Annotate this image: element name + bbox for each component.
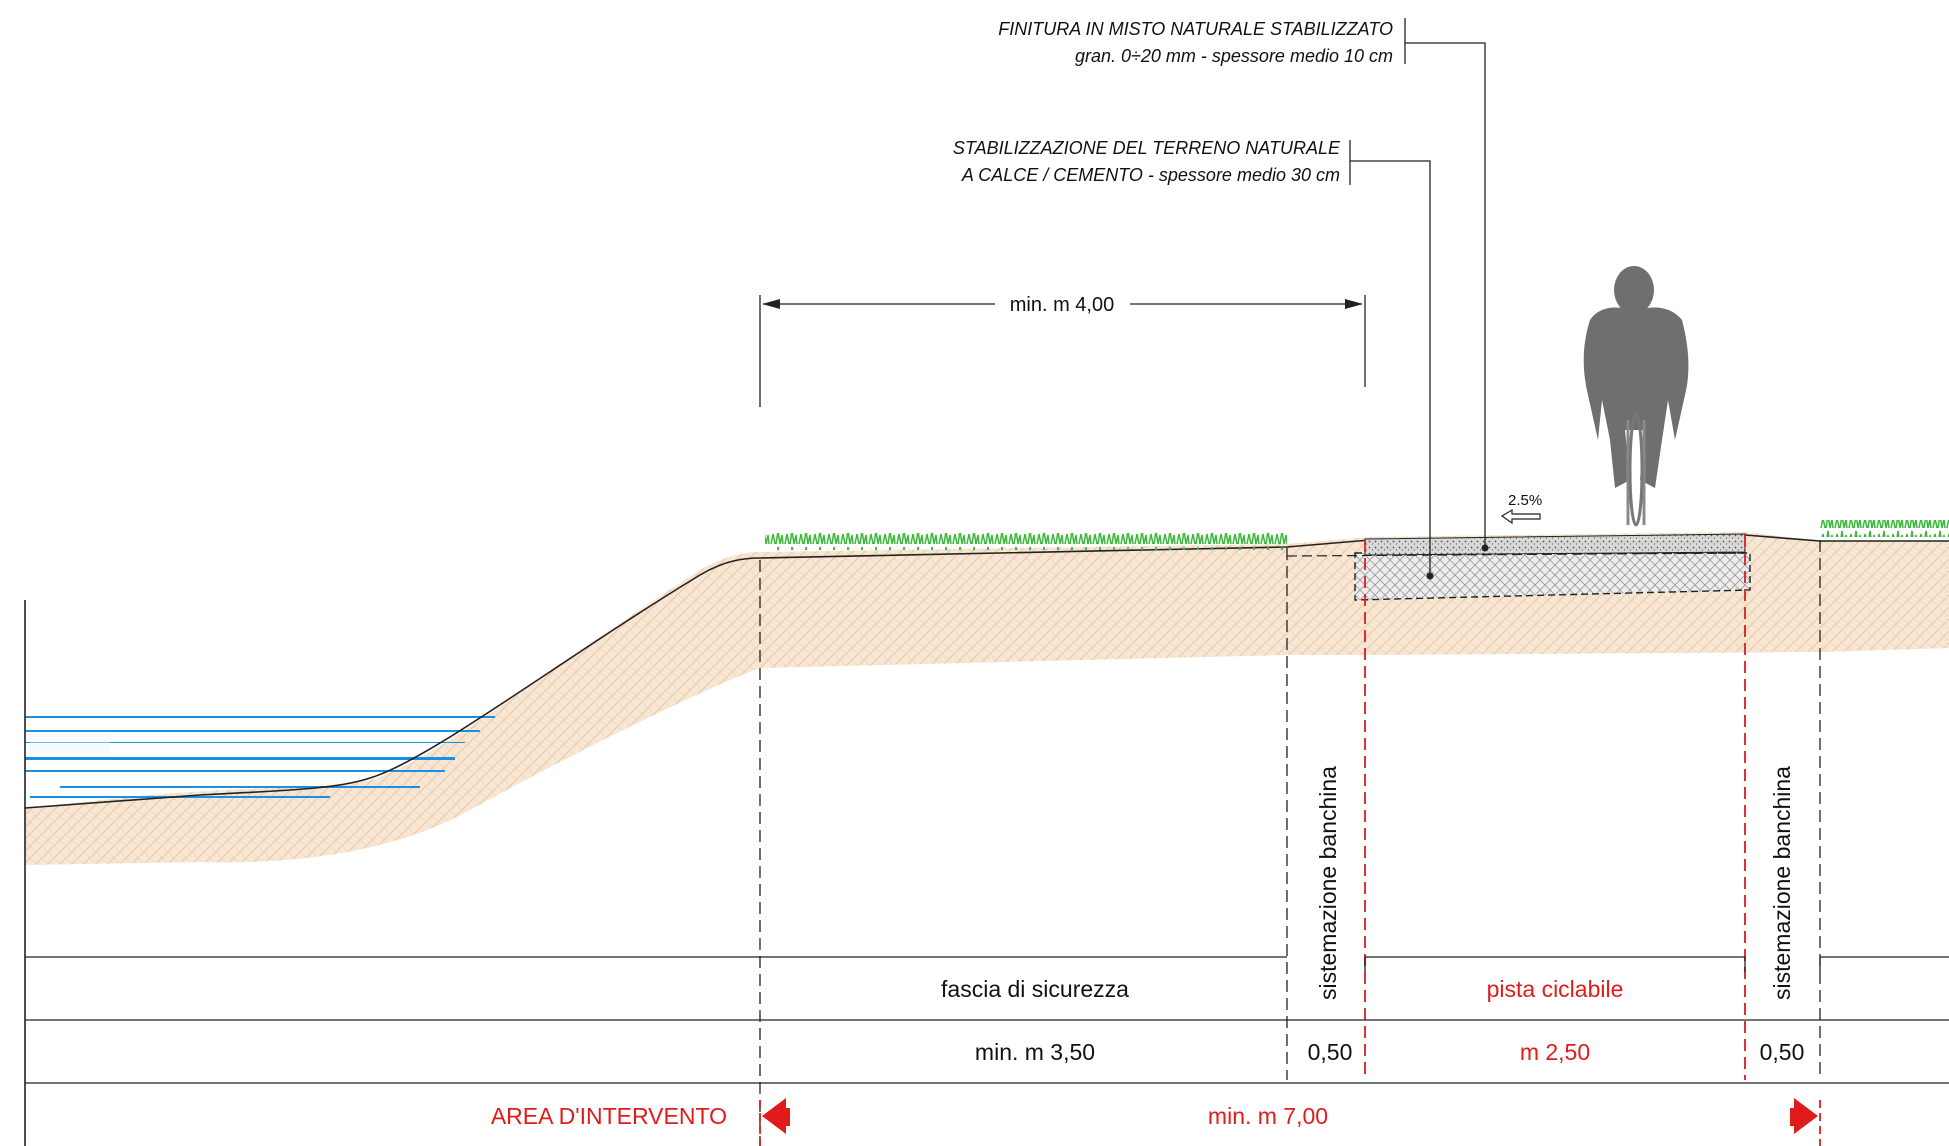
top-dimension bbox=[759, 295, 1366, 407]
leader-finitura bbox=[1405, 42, 1486, 548]
cyclist-icon bbox=[1583, 266, 1689, 527]
fascia-label: fascia di sicurezza bbox=[941, 976, 1129, 1002]
soil-fill bbox=[25, 532, 1949, 865]
leader-stabilizzazione bbox=[1350, 160, 1431, 576]
water-body bbox=[25, 716, 495, 798]
grass-left bbox=[765, 533, 1287, 550]
area-left-arrow-icon bbox=[762, 1098, 790, 1134]
grass-right bbox=[1820, 520, 1949, 537]
area-width: min. m 7,00 bbox=[1208, 1103, 1328, 1129]
banchina-right-width: 0,50 bbox=[1760, 1039, 1805, 1065]
pista-label: pista ciclabile bbox=[1487, 976, 1624, 1002]
slope-label: 2.5% bbox=[1508, 492, 1542, 509]
finitura-note-line1: FINITURA IN MISTO NATURALE STABILIZZATO bbox=[998, 19, 1393, 39]
top-dimension-label: min. m 4,00 bbox=[1010, 294, 1114, 316]
table-grid bbox=[25, 956, 1949, 1084]
ground-profile bbox=[24, 534, 1949, 809]
area-right-arrow-icon bbox=[1790, 1098, 1818, 1134]
banchina-left-label: sistemazione banchina bbox=[1315, 766, 1341, 1000]
banchina-right-label: sistemazione banchina bbox=[1769, 766, 1795, 1000]
banchina-left-width: 0,50 bbox=[1308, 1039, 1353, 1065]
fascia-width: min. m 3,50 bbox=[975, 1039, 1095, 1065]
slope-arrow-icon bbox=[1500, 508, 1541, 525]
stabilization-layer bbox=[1354, 552, 1751, 601]
finitura-note-line2: gran. 0÷20 mm - spessore medio 10 cm bbox=[1075, 46, 1393, 66]
pista-width: m 2,50 bbox=[1520, 1039, 1590, 1065]
stabilizzazione-note-line2: A CALCE / CEMENTO - spessore medio 30 cm bbox=[961, 165, 1340, 185]
area-intervento-label: AREA D'INTERVENTO bbox=[491, 1103, 727, 1129]
stabilizzazione-note-line1: STABILIZZAZIONE DEL TERRENO NATURALE bbox=[953, 138, 1341, 158]
